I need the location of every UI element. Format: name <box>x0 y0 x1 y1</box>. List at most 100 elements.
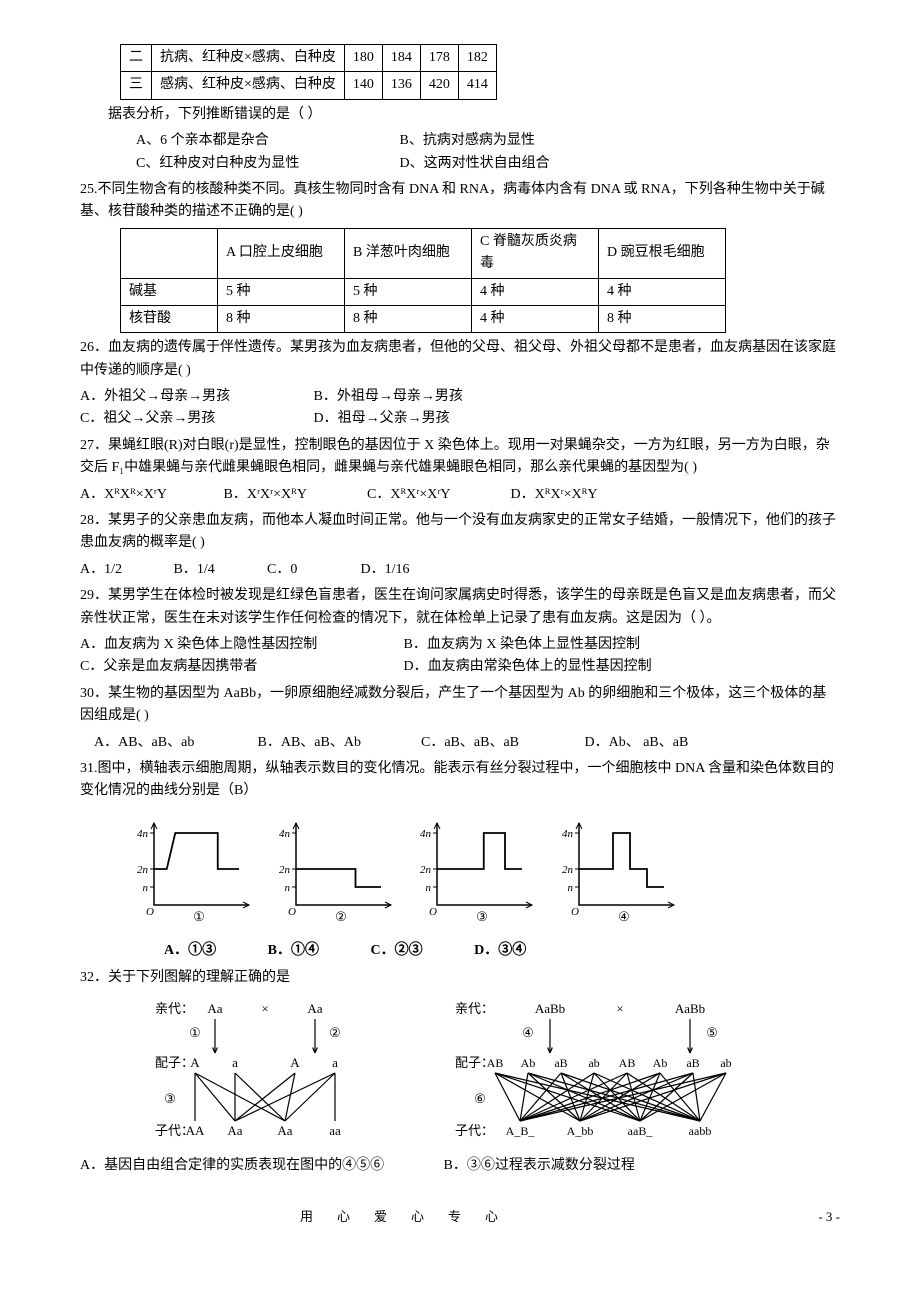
table-row: 核苷酸 8 种 8 种 4 种 8 种 <box>121 305 726 332</box>
svg-text:AA: AA <box>186 1123 205 1138</box>
svg-text:①: ① <box>193 909 205 924</box>
col-d: D 豌豆根毛细胞 <box>599 228 726 278</box>
data-cell: 4 种 <box>472 305 599 332</box>
opt-d: D．③④ <box>474 940 526 962</box>
svg-text:Ab: Ab <box>521 1056 536 1070</box>
opt-d: D．XᴿXʳ×XᴿY <box>511 487 598 502</box>
chart-panel-1: 4n2nnO① <box>124 813 254 928</box>
data-cell: 184 <box>382 45 420 72</box>
opt-a: A．AB、aB、ab <box>94 732 254 754</box>
opt-d: D．1/16 <box>361 562 410 577</box>
svg-text:A: A <box>290 1055 300 1070</box>
q26-opts: A．外祖父→母亲→男孩 B．外祖母→母亲→男孩 C．祖父→父亲→男孩 D．祖母→… <box>80 386 840 431</box>
opt-c: C．父亲是血友病基因携带者 <box>80 656 400 678</box>
svg-text:②: ② <box>335 909 347 924</box>
svg-text:配子：: 配子： <box>155 1055 194 1070</box>
opt-a: A、6 个亲本都是杂合 <box>136 130 396 152</box>
svg-text:4n: 4n <box>420 828 432 840</box>
col-a: A 口腔上皮细胞 <box>218 228 345 278</box>
opt-b: B．AB、aB、Ab <box>258 732 418 754</box>
svg-text:④: ④ <box>522 1025 534 1040</box>
q29-opts: A．血友病为 X 染色体上隐性基因控制 B．血友病为 X 染色体上显性基因控制 … <box>80 634 840 679</box>
opt-b: B．③⑥过程表示减数分裂过程 <box>444 1158 635 1173</box>
opt-d: D．血友病由常染色体上的显性基因控制 <box>404 659 652 674</box>
svg-text:AaBb: AaBb <box>675 1001 705 1016</box>
svg-text:aB: aB <box>686 1056 699 1070</box>
row-key: 核苷酸 <box>121 305 218 332</box>
data-cell: 180 <box>344 45 382 72</box>
svg-text:2n: 2n <box>137 864 149 876</box>
q25-stem: 25.不同生物含有的核酸种类不同。真核生物同时含有 DNA 和 RNA，病毒体内… <box>80 179 840 224</box>
table-header-row: A 口腔上皮细胞 B 洋葱叶肉细胞 C 脊髓灰质炎病毒 D 豌豆根毛细胞 <box>121 228 726 278</box>
svg-text:③: ③ <box>164 1091 176 1106</box>
svg-text:4n: 4n <box>562 828 574 840</box>
q25-table: A 口腔上皮细胞 B 洋葱叶肉细胞 C 脊髓灰质炎病毒 D 豌豆根毛细胞 碱基 … <box>120 228 726 334</box>
svg-text:2n: 2n <box>279 864 291 876</box>
svg-text:O: O <box>288 906 296 918</box>
data-cell: 8 种 <box>345 305 472 332</box>
svg-text:④: ④ <box>618 909 630 924</box>
col-b: B 洋葱叶肉细胞 <box>345 228 472 278</box>
blank-header <box>121 228 218 278</box>
data-cell: 420 <box>420 72 458 99</box>
svg-text:亲代：: 亲代： <box>455 1001 494 1016</box>
opt-c: C．XᴿXʳ×XʳY <box>367 484 507 506</box>
svg-text:Aa: Aa <box>227 1123 242 1138</box>
row-label: 二 <box>121 45 152 72</box>
data-cell: 8 种 <box>599 305 726 332</box>
svg-text:2n: 2n <box>420 864 432 876</box>
data-cell: 8 种 <box>218 305 345 332</box>
svg-text:Ab: Ab <box>653 1056 668 1070</box>
opt-b: B．外祖母→母亲→男孩 <box>314 389 463 404</box>
opt-a: A．血友病为 X 染色体上隐性基因控制 <box>80 634 400 656</box>
svg-text:Aa: Aa <box>307 1001 322 1016</box>
opt-c: C、红种皮对白种皮为显性 <box>136 153 396 175</box>
opt-a: A．XᴿXᴿ×XʳY <box>80 484 220 506</box>
svg-text:aa: aa <box>329 1123 341 1138</box>
svg-text:Aa: Aa <box>277 1123 292 1138</box>
page-number: - 3 - <box>818 1207 840 1228</box>
dihybrid-cross-diagram: 亲代：AaBb×AaBb④⑤配子：ABAbaBabABAbaBab⑥子代：A_B… <box>420 995 760 1155</box>
col-c: C 脊髓灰质炎病毒 <box>472 228 599 278</box>
table-row: 碱基 5 种 5 种 4 种 4 种 <box>121 278 726 305</box>
svg-text:aB: aB <box>554 1056 567 1070</box>
opt-c: C．祖父→父亲→男孩 <box>80 408 310 430</box>
svg-text:ab: ab <box>720 1056 731 1070</box>
footer-motto: 用心爱心专心 <box>300 1207 522 1228</box>
opt-c: C．0 <box>267 559 357 581</box>
q32-diagrams: 亲代：Aa×Aa①②配子：AaAa③子代：AAAaAaaa 亲代：AaBb×Aa… <box>120 995 840 1155</box>
svg-text:2n: 2n <box>562 864 574 876</box>
svg-text:4n: 4n <box>279 828 291 840</box>
svg-text:n: n <box>567 882 573 894</box>
data-cell: 5 种 <box>218 278 345 305</box>
data-cell: 5 种 <box>345 278 472 305</box>
svg-text:⑥: ⑥ <box>474 1091 486 1106</box>
page-footer: 用心爱心专心 - 3 - <box>80 1207 840 1228</box>
svg-text:n: n <box>284 882 290 894</box>
q27-stem: 27．果蝇红眼(R)对白眼(r)是显性，控制眼色的基因位于 X 染色体上。现用一… <box>80 435 840 480</box>
opt-d: D．Ab、 aB、aB <box>585 735 689 750</box>
data-cell: 136 <box>382 72 420 99</box>
opt-d: D、这两对性状自由组合 <box>400 156 550 171</box>
svg-text:AaBb: AaBb <box>535 1001 565 1016</box>
q27-opts: A．XᴿXᴿ×XʳY B．XʳXʳ×XᴿY C．XᴿXʳ×XʳY D．XᴿXʳ×… <box>80 484 840 506</box>
svg-text:AB: AB <box>619 1056 636 1070</box>
svg-text:亲代：: 亲代： <box>155 1001 194 1016</box>
svg-text:4n: 4n <box>137 828 149 840</box>
svg-text:a: a <box>332 1055 338 1070</box>
table-row: 三 感病、红种皮×感病、白种皮 140 136 420 414 <box>121 72 497 99</box>
chart-panel-4: 4n2nnO④ <box>549 813 679 928</box>
row-label: 三 <box>121 72 152 99</box>
data-cell: 4 种 <box>472 278 599 305</box>
svg-text:③: ③ <box>476 909 488 924</box>
svg-text:②: ② <box>329 1025 341 1040</box>
data-cell: 4 种 <box>599 278 726 305</box>
svg-text:A_B_: A_B_ <box>506 1124 536 1138</box>
opt-a: A．①③ <box>164 940 216 962</box>
data-cell: 178 <box>420 45 458 72</box>
svg-text:aabb: aabb <box>689 1124 712 1138</box>
svg-text:子代：: 子代： <box>455 1123 494 1138</box>
q32-opts: A．基因自由组合定律的实质表现在图中的④⑤⑥ B．③⑥过程表示减数分裂过程 <box>80 1155 840 1177</box>
q31-charts: 4n2nnO① 4n2nnO② 4n2nnO③ 4n2nnO④ <box>120 813 840 936</box>
opt-a: A．1/2 <box>80 559 170 581</box>
